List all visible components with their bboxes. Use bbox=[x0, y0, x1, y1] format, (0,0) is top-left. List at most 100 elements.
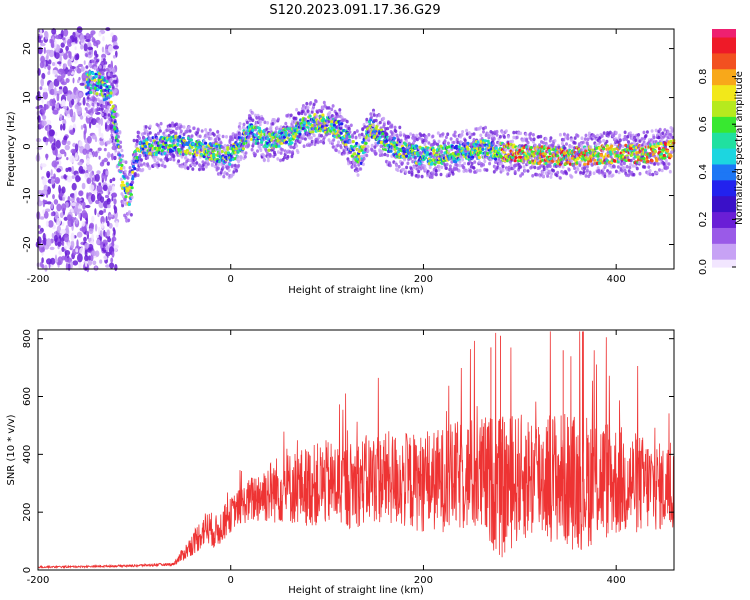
spectral-cell bbox=[365, 117, 369, 122]
noise-cell bbox=[69, 129, 74, 135]
spectral-cell bbox=[302, 144, 306, 148]
noise-cell bbox=[55, 60, 58, 69]
noise-cell bbox=[63, 234, 69, 243]
spectral-cell bbox=[585, 168, 589, 173]
spectral-cell bbox=[237, 163, 241, 168]
spectral-cell bbox=[92, 63, 96, 67]
spectral-cell bbox=[446, 141, 450, 146]
noise-cell bbox=[84, 242, 90, 249]
spectral-cell bbox=[548, 152, 552, 156]
spectral-cell bbox=[413, 155, 417, 160]
noise-cell bbox=[96, 42, 99, 49]
spectral-cell bbox=[148, 131, 152, 135]
spectral-cell bbox=[127, 218, 131, 223]
spectral-cell bbox=[297, 111, 301, 116]
noise-cell bbox=[98, 210, 104, 216]
noise-cell bbox=[75, 217, 78, 225]
spectral-cell bbox=[370, 115, 373, 120]
spectral-cell bbox=[187, 125, 191, 129]
spectral-cell bbox=[237, 159, 241, 164]
spectral-cell bbox=[382, 116, 386, 121]
spectral-cell bbox=[636, 136, 640, 140]
noise-cell bbox=[83, 43, 88, 52]
spectral-cell bbox=[327, 106, 331, 110]
spectral-cell bbox=[279, 151, 283, 155]
spectral-cell bbox=[175, 122, 179, 126]
spectral-cell bbox=[481, 147, 485, 151]
noise-cell bbox=[100, 196, 105, 203]
spectral-cell bbox=[353, 164, 357, 168]
spectral-cell bbox=[417, 169, 421, 174]
spectral-cell bbox=[112, 115, 116, 119]
spectral-cell bbox=[383, 152, 387, 157]
spectral-cell bbox=[558, 132, 562, 137]
spectral-cell bbox=[182, 125, 186, 129]
spectral-cell bbox=[446, 132, 450, 136]
spectral-cell bbox=[241, 147, 245, 151]
spectral-cell bbox=[366, 148, 370, 153]
spectral-cell bbox=[210, 163, 214, 168]
spectral-cell bbox=[109, 124, 113, 129]
spectral-cell bbox=[122, 165, 126, 170]
noise-cell bbox=[78, 92, 83, 98]
spectral-cell bbox=[567, 168, 571, 172]
spectral-cell bbox=[98, 64, 102, 69]
noise-cell bbox=[108, 45, 114, 53]
spectral-cell bbox=[331, 104, 335, 108]
spectral-cell bbox=[458, 163, 462, 168]
noise-cell bbox=[82, 201, 86, 210]
noise-cell bbox=[68, 167, 72, 172]
spectral-cell bbox=[616, 165, 620, 169]
spectral-cell bbox=[286, 154, 290, 159]
spectral-cell bbox=[144, 148, 147, 152]
noise-cell bbox=[91, 118, 97, 126]
spectral-cell bbox=[576, 134, 580, 138]
spectral-cell bbox=[550, 172, 554, 176]
spectral-cell bbox=[214, 137, 218, 142]
noise-cell bbox=[73, 36, 78, 41]
noise-cell bbox=[62, 64, 67, 69]
spectral-cell bbox=[182, 132, 186, 137]
noise-cell bbox=[79, 247, 84, 255]
spectral-cell bbox=[129, 172, 133, 177]
spectral-cell bbox=[424, 138, 428, 143]
spectral-cell bbox=[478, 168, 482, 173]
spectral-cell bbox=[488, 161, 492, 166]
noise-cell bbox=[74, 104, 79, 110]
spectral-cell bbox=[100, 107, 104, 111]
noise-cell bbox=[112, 227, 116, 232]
spectral-cell bbox=[469, 169, 473, 173]
spectral-cell bbox=[98, 75, 102, 79]
spectral-cell bbox=[102, 78, 106, 82]
spectral-cell bbox=[565, 171, 568, 176]
noise-cell bbox=[106, 220, 110, 227]
spectral-cell bbox=[573, 141, 577, 145]
spectral-cell bbox=[483, 159, 487, 163]
noise-cell bbox=[74, 190, 78, 200]
spectral-cell bbox=[406, 161, 410, 166]
noise-cell bbox=[96, 185, 103, 193]
spectral-cell bbox=[348, 130, 352, 134]
spectral-cell bbox=[212, 152, 216, 157]
spectral-cell bbox=[95, 53, 99, 58]
spectral-cell bbox=[181, 152, 185, 157]
noise-cell bbox=[50, 178, 55, 185]
spectral-cell bbox=[105, 67, 109, 72]
spectral-cell bbox=[336, 143, 340, 148]
spectral-cell bbox=[164, 141, 168, 145]
noise-cell bbox=[110, 257, 114, 263]
spectral-cell bbox=[236, 155, 240, 159]
spectral-cell bbox=[405, 165, 409, 170]
spectral-cell bbox=[310, 136, 313, 140]
noise-cell bbox=[48, 129, 55, 137]
spectral-cell bbox=[405, 139, 409, 143]
spectral-cell bbox=[212, 133, 216, 137]
spectral-cell bbox=[532, 137, 536, 141]
spectral-cell bbox=[94, 100, 98, 105]
spectral-cell bbox=[116, 139, 120, 143]
noise-cell bbox=[58, 86, 64, 90]
spectral-cell bbox=[382, 122, 386, 127]
spectral-cell bbox=[629, 162, 632, 167]
noise-cell bbox=[67, 71, 71, 76]
spectral-cell bbox=[175, 126, 179, 131]
